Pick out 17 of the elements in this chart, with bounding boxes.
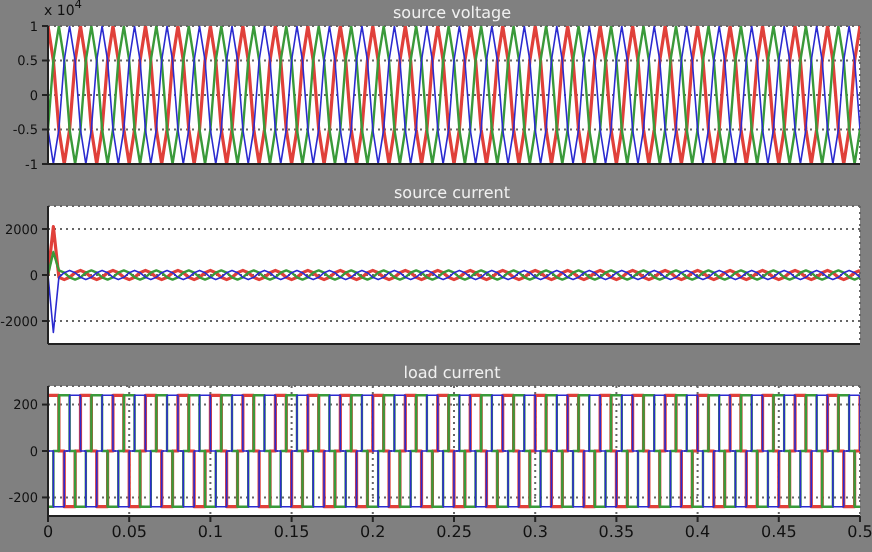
x-tick-label: 0.3 (522, 523, 548, 542)
x-tick-label: 0.2 (360, 523, 386, 542)
x-tick-label: 0.45 (760, 523, 797, 542)
x-tick-label: 0.25 (436, 523, 472, 542)
chart-title: source current (392, 184, 512, 202)
x-tick-label: 0.1 (197, 523, 224, 542)
x-tick-label: 0.35 (598, 523, 635, 542)
line-series (48, 269, 860, 334)
chart-title: load current (401, 364, 503, 382)
x-tick-label: 0.4 (684, 523, 711, 542)
line-series (48, 225, 860, 282)
line-series (48, 250, 860, 281)
x-tick-label: 0.05 (111, 523, 148, 542)
chart-title: source voltage (393, 4, 511, 22)
x-tick-label: 0.5 (847, 523, 872, 542)
x-tick-label: 0 (42, 523, 54, 542)
x-tick-label: 0.15 (273, 523, 310, 542)
